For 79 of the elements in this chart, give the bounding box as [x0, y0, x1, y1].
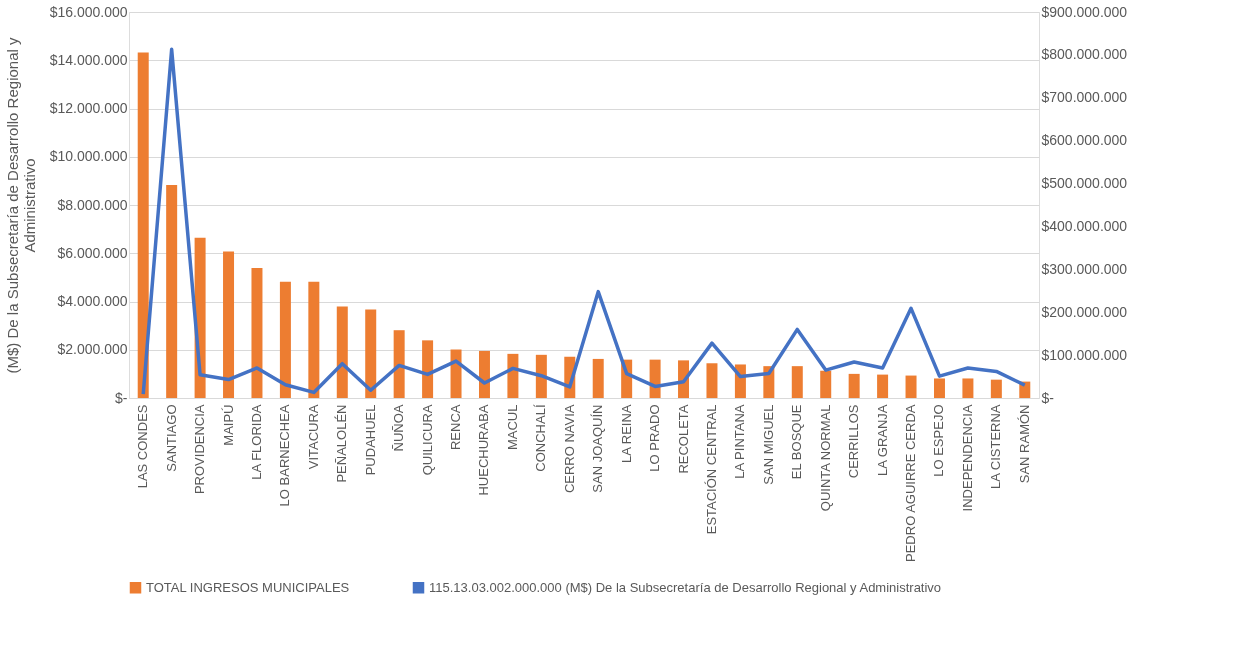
y2-tick-label: $600.000.000 [1041, 132, 1128, 149]
x-tick-label: ÑUÑOA [391, 404, 407, 452]
x-tick-label: LO ESPEJO [931, 404, 947, 477]
bar [905, 375, 917, 398]
bar [450, 349, 462, 398]
x-tick-label: RECOLETA [675, 404, 691, 474]
x-tick-label: PUDAHUEL [362, 404, 378, 476]
bar [592, 358, 604, 398]
y2-tick-label: $300.000.000 [1041, 260, 1128, 277]
bar [877, 374, 889, 398]
y-tick-label: $2.000.000 [57, 341, 128, 358]
bar [422, 340, 434, 398]
bar [365, 309, 377, 398]
bar [933, 378, 945, 398]
y-tick-label: $16.000.000 [49, 3, 128, 20]
x-tick-label: MACUL [504, 404, 520, 451]
x-tick-label: LA CISTERNA [988, 404, 1004, 490]
bar [478, 350, 490, 398]
y2-tick-label: $- [1041, 389, 1055, 406]
x-tick-label: PEDRO AGUIRRE CERDA [903, 404, 919, 562]
x-tick-label: SAN RAMÓN [1016, 404, 1032, 484]
x-tick-label: CERRO NAVIA [561, 404, 577, 494]
bar [706, 363, 718, 398]
bar [251, 267, 263, 398]
x-tick-label: CONCHALÍ [533, 404, 549, 472]
bar [279, 281, 291, 398]
bar [336, 306, 348, 398]
x-tick-label: SAN MIGUEL [760, 404, 776, 485]
y2-tick-label: $900.000.000 [1041, 3, 1128, 20]
bar [848, 373, 860, 398]
x-tick-label: QUINTA NORMAL [817, 404, 833, 512]
bar [791, 366, 803, 398]
bar [535, 354, 547, 398]
bar [166, 184, 178, 398]
y2-tick-label: $500.000.000 [1041, 175, 1128, 192]
x-tick-label: LA REINA [618, 404, 634, 464]
y2-tick-label: $400.000.000 [1041, 217, 1128, 234]
x-tick-label: SAN JOAQUÍN [590, 404, 606, 493]
x-tick-label: VITACURA [305, 404, 321, 470]
x-tick-label: EL BOSQUE [789, 404, 805, 480]
bar [820, 370, 832, 398]
x-tick-label: INDEPENDENCIA [959, 404, 975, 512]
y2-tick-label: $800.000.000 [1041, 46, 1128, 63]
bar [223, 251, 235, 398]
x-tick-label: PEÑALOLÉN [334, 404, 350, 483]
y-tick-label: $6.000.000 [57, 244, 128, 261]
y2-tick-label: $100.000.000 [1041, 346, 1128, 363]
y2-tick-label: $200.000.000 [1041, 303, 1128, 320]
bar [137, 52, 149, 398]
y-tick-label: $12.000.000 [49, 100, 128, 116]
x-tick-label: SANTIAGO [163, 404, 179, 472]
x-tick-label: LO PRADO [647, 404, 663, 472]
y2-tick-label: $700.000.000 [1041, 89, 1128, 106]
x-tick-label: MAIPÚ [220, 404, 236, 446]
y-tick-label: $8.000.000 [57, 196, 128, 213]
y-tick-label: $- [115, 389, 128, 406]
y-axis-title: (M$) De la Subsecretaría de Desarrollo Regional y Administrativo [3, 37, 38, 374]
x-tick-label: RENCA [448, 404, 464, 451]
y-tick-label: $10.000.000 [49, 148, 128, 165]
x-tick-label: LA GRANJA [874, 404, 890, 477]
x-tick-label: LO BARNECHEA [277, 404, 293, 507]
x-tick-label: PROVIDENCIA [192, 404, 208, 495]
bar [990, 379, 1002, 398]
y-tick-label: $14.000.000 [49, 51, 128, 68]
bar [393, 330, 405, 398]
x-tick-label: LA PINTANA [732, 404, 748, 479]
line-series [141, 47, 1027, 396]
y-tick-label: $4.000.000 [57, 293, 128, 309]
x-tick-label: CERRILLOS [846, 404, 862, 479]
x-tick-label: LAS CONDES [135, 404, 151, 489]
bar [507, 353, 519, 398]
bar [308, 281, 320, 398]
x-tick-label: QUILICURA [419, 404, 435, 476]
legend-label: 115.13.03.002.000.000 (M$) De la Subsecretaría de Desarrollo Regional y Administrativo [429, 579, 942, 595]
x-tick-label: ESTACIÓN CENTRAL [703, 404, 719, 535]
legend-label: TOTAL INGRESOS MUNICIPALES [146, 579, 350, 595]
bar [962, 378, 974, 398]
x-tick-label: HUECHURABA [476, 404, 492, 496]
x-tick-label: LA FLORIDA [248, 404, 264, 480]
